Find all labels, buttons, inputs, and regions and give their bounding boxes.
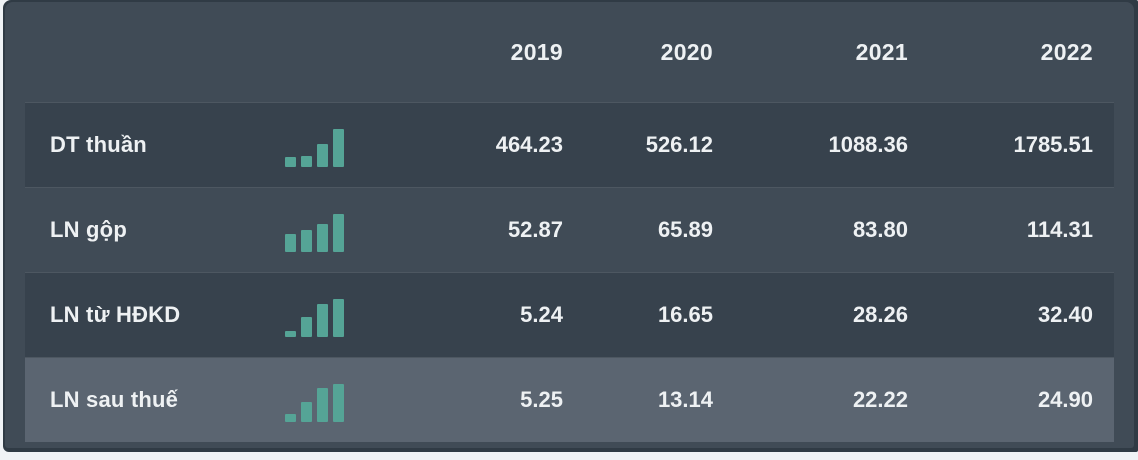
mini-bar-chart-icon — [285, 297, 345, 337]
row-label: LN sau thuế — [50, 387, 179, 412]
table-row-ln-tu-hdkd[interactable]: LN từ HĐKD 5.24 16.65 28.26 32.40 — [25, 272, 1114, 357]
cell-value: 5.25 — [520, 387, 563, 412]
mini-bar-chart-icon — [285, 127, 345, 167]
bar — [301, 402, 312, 422]
column-header-2019: 2019 — [510, 38, 563, 65]
bar — [285, 414, 296, 422]
mini-bar-chart-icon — [285, 382, 345, 422]
cell-value: 16.65 — [657, 302, 713, 327]
bar — [333, 214, 344, 252]
table-row-dt-thuan[interactable]: DT thuần 464.23 526.12 1088.36 1785.51 — [25, 102, 1114, 187]
cell-value: 1785.51 — [1013, 132, 1093, 157]
bar — [285, 331, 296, 337]
column-header-2022: 2022 — [1040, 38, 1093, 65]
bar — [317, 388, 328, 422]
bar — [301, 156, 312, 167]
cell-value: 52.87 — [507, 217, 563, 242]
bar — [285, 157, 296, 167]
bar — [333, 129, 344, 167]
table-header-row: 2019 2020 2021 2022 — [25, 2, 1114, 102]
bar — [317, 144, 328, 167]
table-row-ln-sau-thue[interactable]: LN sau thuế 5.25 13.14 22.22 24.90 — [25, 357, 1114, 442]
cell-value: 526.12 — [645, 132, 713, 157]
column-header-2021: 2021 — [855, 38, 908, 65]
bar — [333, 384, 344, 422]
cell-value: 32.40 — [1037, 302, 1093, 327]
row-label: DT thuần — [50, 132, 147, 157]
cell-value: 28.26 — [852, 302, 908, 327]
cell-value: 83.80 — [852, 217, 908, 242]
row-label: LN gộp — [50, 217, 127, 242]
mini-bar-chart-icon — [285, 212, 345, 252]
bar — [317, 224, 328, 252]
cell-value: 22.22 — [852, 387, 908, 412]
cell-value: 13.14 — [657, 387, 713, 412]
bar — [301, 230, 312, 252]
row-label: LN từ HĐKD — [50, 302, 181, 327]
financial-table-panel: 2019 2020 2021 2022 DT thuần 464.23 526.… — [5, 2, 1134, 448]
cell-value: 114.31 — [1026, 217, 1093, 242]
cell-value: 24.90 — [1037, 387, 1093, 412]
cell-value: 464.23 — [495, 132, 563, 157]
bar — [285, 234, 296, 252]
column-header-2020: 2020 — [660, 38, 713, 65]
bar — [317, 304, 328, 337]
cell-value: 1088.36 — [828, 132, 908, 157]
bar — [333, 299, 344, 337]
table-row-ln-gop[interactable]: LN gộp 52.87 65.89 83.80 114.31 — [25, 187, 1114, 272]
bar — [301, 317, 312, 337]
cell-value: 65.89 — [657, 217, 713, 242]
cell-value: 5.24 — [520, 302, 563, 327]
